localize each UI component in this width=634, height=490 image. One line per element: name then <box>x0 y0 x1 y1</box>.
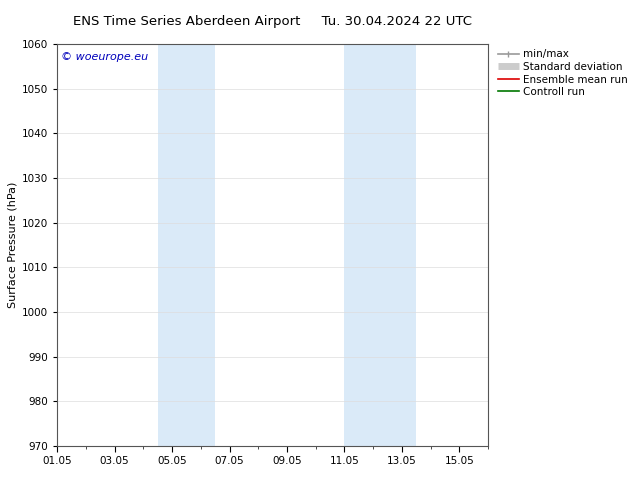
Bar <box>158 44 215 446</box>
Y-axis label: Surface Pressure (hPa): Surface Pressure (hPa) <box>8 182 18 308</box>
Text: © woeurope.eu: © woeurope.eu <box>61 52 148 62</box>
Bar <box>344 44 417 446</box>
Text: ENS Time Series Aberdeen Airport     Tu. 30.04.2024 22 UTC: ENS Time Series Aberdeen Airport Tu. 30.… <box>73 15 472 28</box>
Legend: min/max, Standard deviation, Ensemble mean run, Controll run: min/max, Standard deviation, Ensemble me… <box>498 49 628 97</box>
